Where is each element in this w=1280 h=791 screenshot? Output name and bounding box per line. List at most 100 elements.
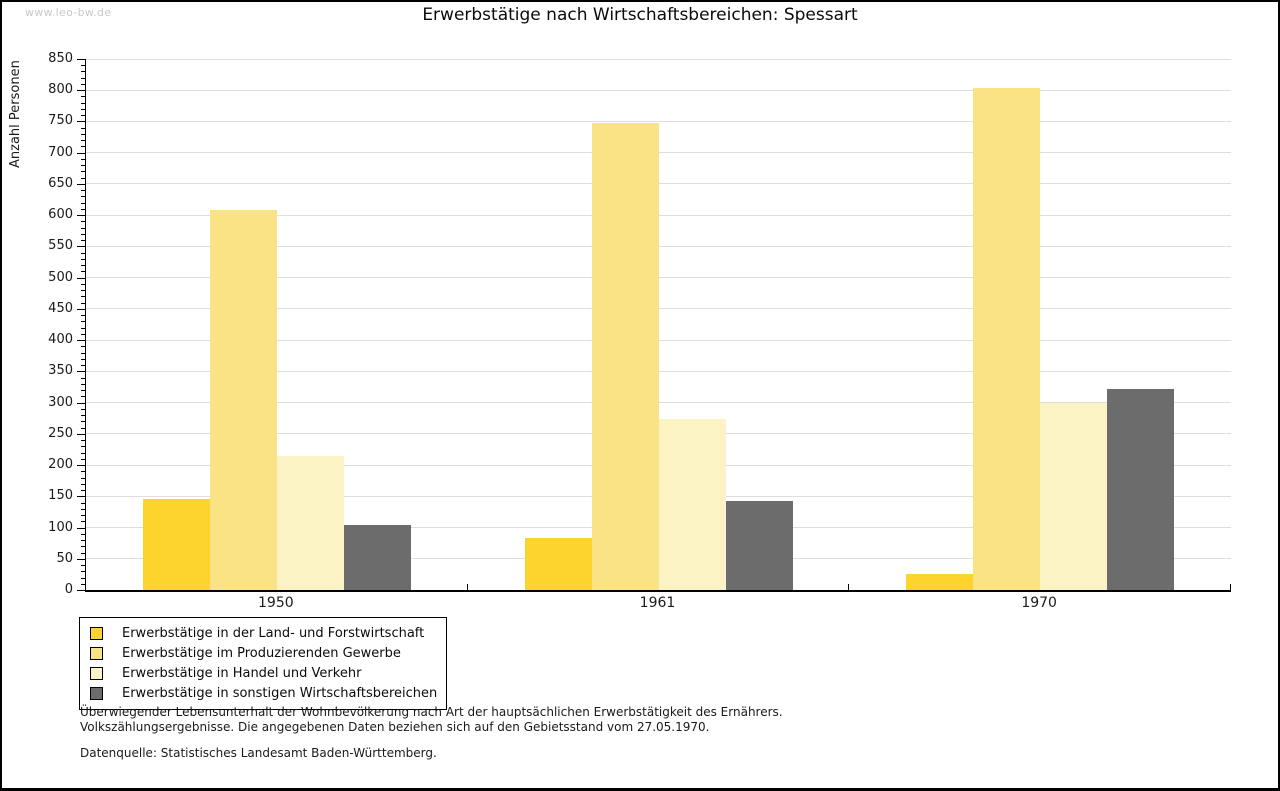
y-minor-tick (81, 490, 85, 492)
legend: Erwerbstätige in der Land- und Forstwirt… (79, 617, 447, 710)
y-minor-tick (81, 352, 85, 354)
gridline (86, 58, 1231, 60)
chart-title: Erwerbstätige nach Wirtschaftsbereichen:… (422, 5, 858, 25)
y-minor-tick (81, 346, 85, 348)
y-minor-tick (81, 571, 85, 573)
legend-label: Erwerbstätige in sonstigen Wirtschaftsbe… (122, 685, 438, 701)
y-tick-label: 50 (56, 550, 73, 566)
bar-1970-series-3 (1040, 402, 1108, 590)
y-minor-tick (81, 208, 85, 210)
y-minor-tick (81, 471, 85, 473)
y-minor-tick (81, 108, 85, 110)
y-major-tick (77, 496, 85, 498)
footnote-line-1: Überwiegender Lebensunterhalt der Wohnbe… (80, 705, 783, 719)
y-minor-tick (81, 377, 85, 379)
y-major-tick (77, 59, 85, 60)
y-tick-label: 100 (48, 519, 73, 535)
gridline (86, 339, 1231, 341)
footnotes: Überwiegender Lebensunterhalt der Wohnbe… (80, 705, 783, 761)
y-minor-tick (81, 165, 85, 167)
y-minor-tick (81, 265, 85, 267)
y-tick-label: 400 (48, 332, 73, 348)
y-tick-label: 750 (48, 113, 73, 129)
gridline (86, 152, 1231, 154)
x-axis-separator-tick (848, 584, 850, 590)
y-minor-tick (81, 546, 85, 548)
y-major-tick (77, 558, 85, 560)
gridline (86, 370, 1231, 372)
legend-label: Erwerbstätige in Handel und Verkehr (122, 665, 362, 681)
y-minor-tick (81, 171, 85, 173)
y-major-tick (77, 152, 85, 154)
y-minor-tick (81, 140, 85, 142)
y-minor-tick (81, 146, 85, 148)
y-tick-label: 850 (48, 51, 73, 66)
y-minor-tick (81, 96, 85, 98)
y-minor-tick (81, 421, 85, 423)
y-major-tick (77, 433, 85, 435)
legend-swatch-icon (90, 626, 103, 640)
gridline (86, 89, 1231, 91)
y-minor-tick (81, 296, 85, 298)
y-minor-tick (81, 565, 85, 566)
y-minor-tick (81, 440, 85, 442)
y-minor-tick (81, 283, 85, 285)
y-minor-tick (81, 533, 85, 535)
y-minor-tick (81, 358, 85, 360)
legend-swatch-icon (90, 686, 103, 700)
y-minor-tick (81, 477, 85, 479)
gridline (86, 120, 1231, 122)
y-minor-tick (81, 552, 85, 554)
y-tick-label: 700 (48, 144, 73, 160)
y-minor-tick (81, 77, 85, 79)
y-minor-tick (81, 102, 85, 104)
y-minor-tick (81, 227, 85, 229)
y-minor-tick (81, 521, 85, 523)
y-tick-label: 600 (48, 207, 73, 223)
legend-row-4: Erwerbstätige in sonstigen Wirtschaftsbe… (88, 683, 438, 703)
y-minor-tick (81, 258, 85, 260)
footnote-line-2: Volkszählungsergebnisse. Die angegebenen… (80, 719, 710, 734)
y-minor-tick (81, 452, 85, 454)
y-minor-tick (81, 390, 85, 392)
y-major-tick (77, 590, 85, 591)
y-major-tick (77, 121, 85, 123)
legend-label: Erwerbstätige im Produzierenden Gewerbe (122, 645, 401, 661)
y-major-tick (77, 277, 85, 279)
y-minor-tick (81, 177, 85, 179)
bar-1961-series-2 (591, 122, 659, 590)
y-tick-label: 0 (64, 582, 73, 597)
y-minor-tick (81, 427, 85, 429)
legend-swatch-icon (90, 666, 103, 680)
legend-label: Erwerbstätige in der Land- und Forstwirt… (122, 625, 425, 641)
y-major-tick (77, 308, 85, 310)
y-minor-tick (81, 65, 85, 67)
y-minor-tick (81, 333, 85, 335)
legend-row-3: Erwerbstätige in Handel und Verkehr (88, 663, 438, 683)
bar-1961-series-4 (725, 501, 793, 590)
bar-1950-series-1 (142, 498, 210, 590)
gridline (86, 245, 1231, 247)
legend-swatch-icon (90, 646, 103, 660)
y-minor-tick (81, 71, 85, 73)
x-tick-label: 1970 (1021, 595, 1057, 611)
y-tick-label: 250 (48, 425, 73, 441)
y-minor-tick (81, 190, 85, 192)
y-tick-label: 650 (48, 175, 73, 191)
gridline (86, 277, 1231, 279)
y-minor-tick (81, 158, 85, 160)
y-tick-label: 800 (48, 82, 73, 98)
y-minor-tick (81, 383, 85, 385)
y-minor-tick (81, 115, 85, 117)
y-major-tick (77, 90, 85, 92)
y-major-tick (77, 183, 85, 185)
y-major-tick (77, 371, 85, 373)
y-tick-label: 300 (48, 394, 73, 410)
x-tick-label: 1950 (258, 595, 294, 611)
gridline (86, 308, 1231, 310)
y-major-tick (77, 246, 85, 248)
y-major-tick (77, 340, 85, 342)
y-minor-tick (81, 458, 85, 460)
y-tick-label: 450 (48, 300, 73, 316)
y-major-tick (77, 402, 85, 404)
